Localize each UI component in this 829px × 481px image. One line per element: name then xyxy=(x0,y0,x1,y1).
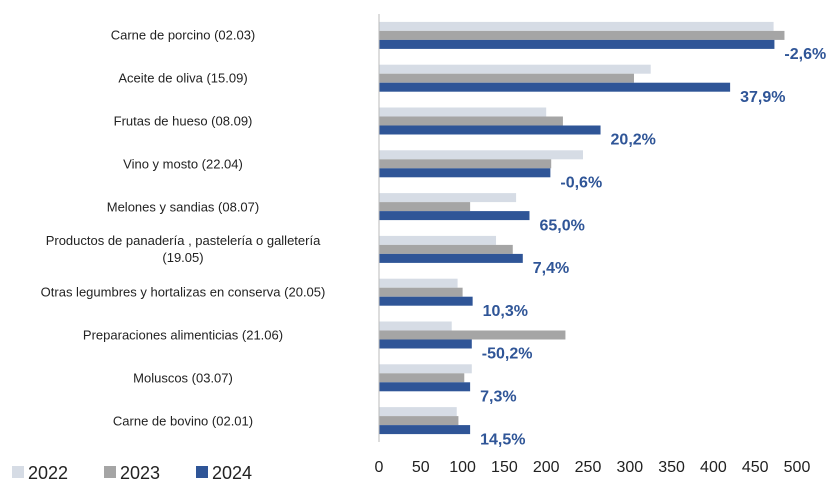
bar xyxy=(379,73,634,83)
bar xyxy=(379,321,452,331)
x-tick-label: 50 xyxy=(412,459,430,476)
x-tick-label: 150 xyxy=(491,459,518,476)
legend-swatch xyxy=(196,466,208,478)
bar xyxy=(379,339,472,349)
category-label: Aceite de oliva (15.09) xyxy=(118,70,248,86)
bar xyxy=(379,416,459,426)
category-label: Melones y sandias (08.07) xyxy=(106,199,260,215)
x-tick-label: 250 xyxy=(575,459,602,476)
data-label: -0,6% xyxy=(560,175,602,192)
data-label: 14,5% xyxy=(480,431,525,448)
bar xyxy=(379,244,513,254)
data-label: 7,3% xyxy=(480,389,516,406)
x-tick-label: 0 xyxy=(375,459,384,476)
bar xyxy=(379,82,731,92)
legend-label: 2022 xyxy=(28,463,68,481)
category-label: Moluscos (03.07) xyxy=(133,370,233,386)
bar xyxy=(379,21,774,31)
category-label: Preparaciones alimenticias (21.06) xyxy=(82,327,284,343)
bar xyxy=(379,116,563,126)
x-tick-label: 450 xyxy=(742,459,769,476)
legend-label: 2024 xyxy=(212,463,252,481)
bar xyxy=(379,125,601,135)
data-label: 7,4% xyxy=(533,260,569,277)
x-tick-label: 300 xyxy=(616,459,643,476)
category-label: Frutas de hueso (08.09) xyxy=(113,113,253,129)
legend-swatch xyxy=(104,466,116,478)
bar xyxy=(379,39,775,49)
bar xyxy=(379,407,457,417)
data-label: 20,2% xyxy=(611,132,656,149)
bar xyxy=(379,330,566,340)
bar xyxy=(379,150,583,160)
category-label: Vino y mosto (22.04) xyxy=(123,156,243,172)
bar xyxy=(379,202,471,212)
bar xyxy=(379,211,530,221)
x-tick-label: 400 xyxy=(700,459,727,476)
category-label: Carne de bovino (02.01) xyxy=(112,413,254,429)
legend-label: 2023 xyxy=(120,463,160,481)
bar xyxy=(379,287,463,297)
data-label: -2,6% xyxy=(784,46,826,63)
data-label: 10,3% xyxy=(483,303,528,320)
bar xyxy=(379,278,458,288)
x-tick-label: 500 xyxy=(784,459,811,476)
bar xyxy=(379,64,651,74)
data-label: -50,2% xyxy=(482,346,533,363)
bar xyxy=(379,296,473,306)
data-label: 65,0% xyxy=(539,217,584,234)
bar xyxy=(379,235,497,245)
bar xyxy=(379,425,471,435)
bar xyxy=(379,107,547,117)
x-tick-label: 350 xyxy=(658,459,685,476)
bar xyxy=(379,253,523,263)
bar xyxy=(379,382,471,392)
bar xyxy=(379,168,551,178)
category-label: Productos de panadería , pastelería o ga… xyxy=(45,233,321,266)
bar xyxy=(379,159,552,169)
category-label: Otras legumbres y hortalizas en conserva… xyxy=(40,284,326,300)
x-tick-label: 100 xyxy=(449,459,476,476)
category-label: Carne de porcino (02.03) xyxy=(110,27,256,43)
bar xyxy=(379,364,472,374)
legend-swatch xyxy=(12,466,24,478)
bar xyxy=(379,193,517,203)
data-label: 37,9% xyxy=(740,89,785,106)
bar xyxy=(379,30,785,40)
bar xyxy=(379,373,465,383)
x-tick-label: 200 xyxy=(533,459,560,476)
